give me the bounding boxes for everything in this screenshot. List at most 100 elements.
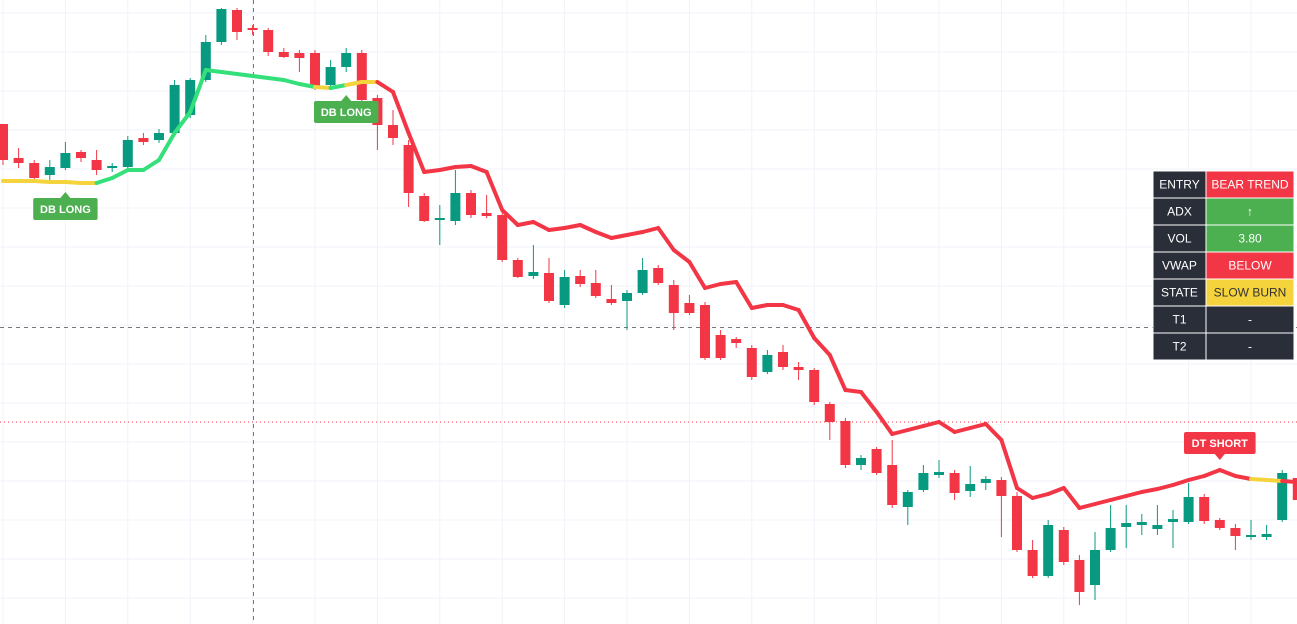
candle-body [403, 145, 414, 193]
tag-label: DB LONG [321, 107, 372, 119]
table-value: BELOW [1228, 259, 1272, 273]
tag-box [1184, 432, 1256, 454]
trend-line [640, 226, 661, 234]
candle-body [1058, 530, 1069, 562]
candle-body [1230, 528, 1241, 536]
trend-line [703, 282, 723, 290]
table-label: VOL [1167, 232, 1191, 246]
candle-body [590, 283, 601, 296]
candle-body [466, 193, 476, 215]
candle-body [0, 124, 8, 160]
candle-body [481, 213, 492, 216]
table-label: VWAP [1162, 259, 1197, 273]
trend-line [344, 80, 364, 87]
tag-label: DT SHORT [1192, 438, 1249, 450]
candle-body [154, 133, 164, 140]
table-value: 3.80 [1238, 232, 1262, 246]
trend-line [827, 353, 848, 392]
trend-line [562, 223, 583, 230]
trend-line [188, 68, 208, 114]
candle-body [1261, 534, 1272, 537]
candle-body [1214, 520, 1225, 528]
trend-line [749, 303, 770, 310]
candle-body [1121, 523, 1132, 527]
trend-line [1108, 494, 1129, 502]
candle-body [622, 293, 632, 301]
trend-line [859, 390, 879, 414]
table-value: - [1248, 313, 1252, 327]
trend-line [313, 85, 333, 90]
candle-body [341, 53, 352, 67]
trend-line [219, 70, 239, 76]
tag-box [314, 101, 379, 123]
candle-body [1292, 478, 1297, 500]
trend-line [812, 336, 832, 357]
candle-body [559, 277, 570, 305]
candle-body [1136, 522, 1147, 525]
trend-line [297, 82, 317, 89]
candle-body [325, 67, 336, 85]
candle-body [637, 270, 648, 293]
candle-body [700, 305, 710, 358]
candle-body [887, 465, 898, 505]
trend-line [718, 280, 739, 286]
candle-body [1152, 525, 1163, 529]
candle-body [809, 370, 820, 402]
candle-body [934, 472, 944, 475]
trend-line [671, 248, 692, 264]
trend-line [203, 68, 224, 74]
trend-line [110, 168, 130, 180]
table-label-cell [1152, 170, 1207, 199]
candle-body [980, 479, 991, 483]
candle-body [512, 260, 523, 277]
candle-body [13, 158, 24, 163]
candle-body [684, 303, 695, 313]
candle-body [840, 421, 851, 465]
candle-body [793, 367, 804, 370]
candle-body [434, 218, 445, 220]
candle-body [965, 484, 976, 491]
table-value-cell [1205, 332, 1295, 361]
table-label-cell [1152, 197, 1207, 226]
tag-arrow [1214, 454, 1225, 460]
trend-line [250, 74, 271, 80]
table-label: ENTRY [1159, 178, 1199, 192]
trend-line [1233, 474, 1253, 481]
candle-body [29, 163, 40, 178]
trend-line [593, 230, 614, 240]
table-value: SLOW BURN [1214, 286, 1287, 300]
trend-line [437, 165, 458, 172]
candle-body [76, 152, 86, 158]
table-label: STATE [1161, 286, 1198, 300]
candle-body [388, 125, 398, 138]
candle-body [278, 52, 289, 57]
table-value-cell [1205, 170, 1295, 199]
candle-body [216, 9, 227, 42]
table-label-cell [1152, 332, 1207, 361]
table-label: ADX [1167, 205, 1192, 219]
trend-line [921, 420, 941, 428]
table-value: ↑ [1247, 205, 1253, 219]
candle-body [668, 285, 679, 313]
trend-line [1249, 477, 1269, 482]
candle-body [528, 272, 539, 276]
trend-line [999, 438, 1019, 490]
trend-line [1046, 486, 1066, 496]
trend-line [609, 233, 629, 240]
trend-line [94, 176, 115, 185]
candle-body [918, 473, 929, 490]
candle-body [356, 53, 367, 100]
candle-body [138, 138, 149, 142]
trend-line [375, 80, 395, 94]
trend-line [1015, 486, 1035, 500]
trend-line [328, 83, 349, 90]
candle-body [606, 299, 617, 303]
trend-line [1186, 474, 1207, 482]
trend-line [983, 422, 1004, 442]
trend-line [968, 422, 988, 430]
trend-line [281, 78, 302, 86]
trend-line [843, 388, 863, 394]
table-value: BEAR TREND [1211, 178, 1288, 192]
trend-line [266, 76, 286, 82]
